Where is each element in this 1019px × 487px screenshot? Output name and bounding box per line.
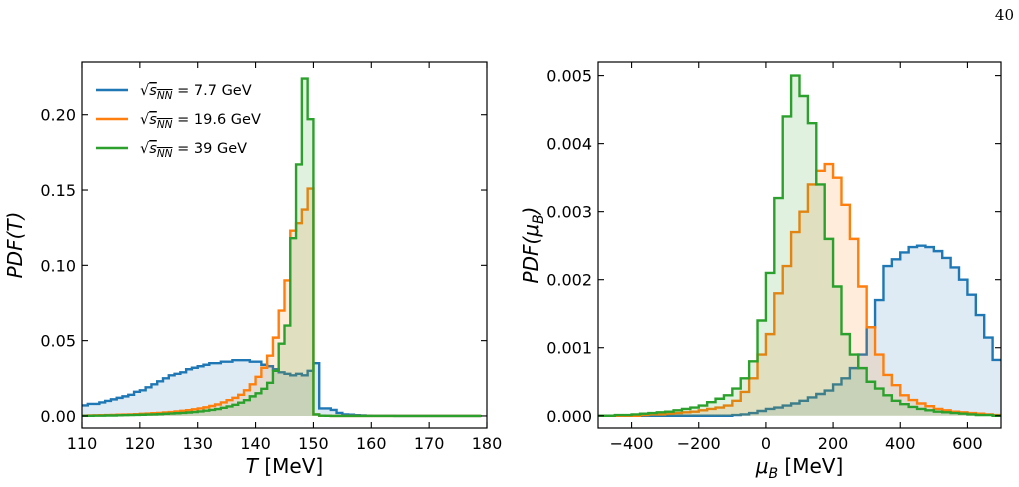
y-tick-label: 0.000 (546, 407, 592, 426)
x-tick-label: −200 (677, 434, 721, 453)
y-tick-label: 0.05 (40, 332, 76, 351)
x-tick-label: 150 (298, 434, 329, 453)
y-axis-label: PDF(μB) (519, 207, 547, 284)
series-fill-2 (82, 78, 482, 416)
x-tick-label: 0 (761, 434, 771, 453)
plot-area (82, 77, 482, 418)
y-tick-label: 0.003 (546, 203, 592, 222)
x-tick-label: −400 (610, 434, 654, 453)
axes-frame (81, 61, 488, 429)
series-line-2 (82, 77, 482, 418)
y-tick-label: 0.005 (546, 67, 592, 86)
legend: √sNN = 7.7 GeV √sNN = 19.6 GeV √sNN = 39 G… (96, 83, 261, 160)
y-tick-label: 0.002 (546, 271, 592, 290)
legend-entry-1: √sNN = 19.6 GeV (140, 112, 261, 131)
x-tick-label: 140 (240, 434, 271, 453)
series-line-0 (598, 244, 1001, 417)
x-tick-label: 120 (125, 434, 156, 453)
x-tick-label: 160 (356, 434, 387, 453)
x-axis-label: T [MeV] (246, 454, 323, 478)
y-axis-label: PDF(T) (3, 212, 27, 279)
y-tick-label: 0.001 (546, 339, 592, 358)
series-fill-2 (598, 75, 1001, 416)
baryon-chemical-potential-histogram-panel: −400 −200 0 200 400 600 0.000 0.001 0.002 0.003 0.… (519, 61, 1002, 482)
temperature-histogram-panel: 110 120 130 140 150 160 170 180 0.00 0.05 0.10 0.15… (3, 61, 503, 478)
x-axis-label: μB [MeV] (755, 454, 844, 482)
x-tick-label: 180 (472, 434, 503, 453)
y-tick-label: 0.15 (40, 181, 76, 200)
y-tick-label: 0.10 (40, 256, 76, 275)
series-fill-0 (82, 360, 482, 416)
x-tick-label: 130 (182, 434, 213, 453)
x-tick-label: 110 (67, 434, 98, 453)
x-tick-label: 170 (414, 434, 445, 453)
plot-area (598, 74, 1001, 417)
y-tick-label: 0.00 (40, 407, 76, 426)
series-line-2 (598, 74, 1001, 417)
legend-entry-0: √sNN = 7.7 GeV (140, 83, 252, 102)
series-fill-1 (82, 188, 482, 416)
x-tick-label: 600 (952, 434, 983, 453)
series-line-1 (598, 162, 1001, 417)
x-tick-label: 200 (818, 434, 849, 453)
y-tick-label: 0.20 (40, 106, 76, 125)
legend-entry-2: √sNN = 39 GeV (140, 141, 247, 160)
page-number: 40 (994, 6, 1014, 24)
series-fill-0 (598, 245, 1001, 416)
series-fill-1 (598, 164, 1001, 416)
axes-frame (597, 61, 1002, 429)
y-tick-label: 0.004 (546, 135, 592, 154)
x-tick-label: 400 (885, 434, 916, 453)
